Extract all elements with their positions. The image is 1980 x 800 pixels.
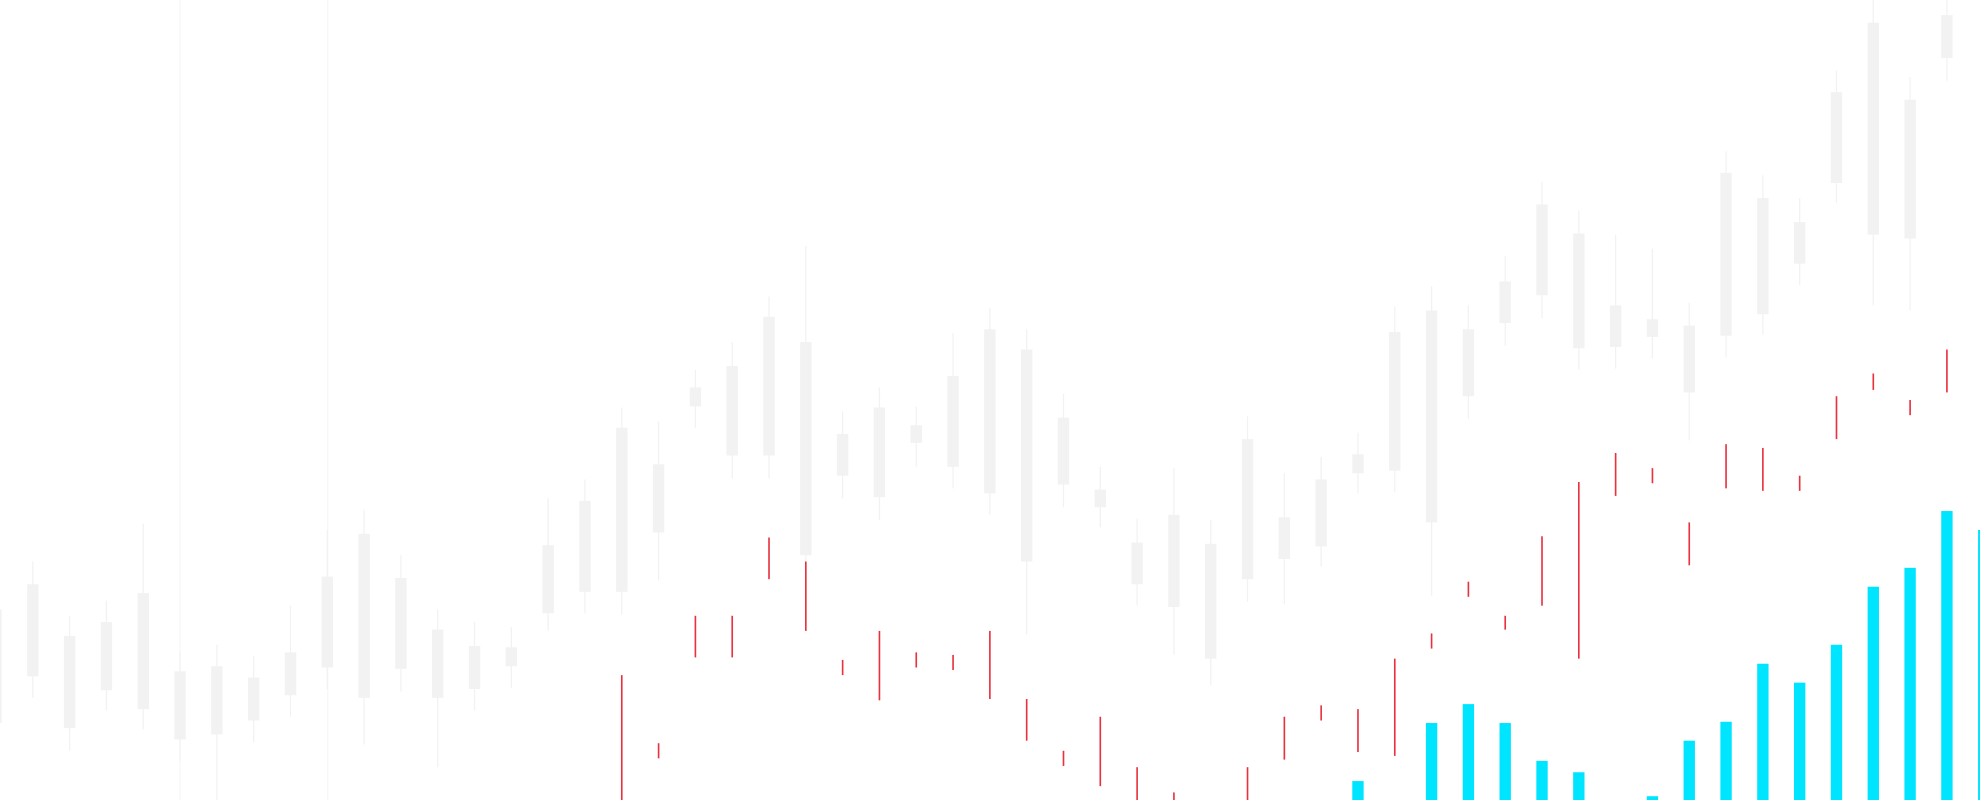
candle-body [468, 646, 481, 689]
candle-body [248, 677, 260, 721]
candle-body [652, 464, 665, 533]
candle-body [1315, 479, 1327, 547]
candle-body [100, 622, 113, 691]
candle-body [1131, 542, 1143, 585]
candle-body [616, 427, 628, 592]
candle-body [1021, 349, 1033, 562]
candle-body [395, 577, 407, 669]
candle-body [1757, 198, 1769, 315]
candle-body [763, 316, 775, 456]
candle-body [1683, 325, 1695, 393]
bar [1499, 723, 1511, 800]
candle-body [1389, 331, 1401, 471]
candle-body [542, 545, 554, 614]
candle-body [1499, 281, 1511, 324]
candle-body [1830, 92, 1843, 183]
candle-body [1573, 233, 1585, 349]
candle-body [1057, 417, 1070, 485]
candle-body [910, 425, 922, 443]
candle-body [1941, 15, 1953, 59]
candle-body [137, 593, 149, 710]
candle-body [1278, 517, 1291, 559]
candle-body [432, 629, 444, 698]
candle-body [1425, 310, 1438, 523]
candle-body [358, 533, 370, 698]
candle-body [1094, 489, 1106, 508]
candle-body [726, 365, 738, 456]
bar [1757, 663, 1769, 800]
bar [1941, 511, 1953, 800]
candle-body [1904, 99, 1916, 239]
candle-body [689, 387, 702, 407]
candle-body [1609, 305, 1622, 348]
candle-body [505, 647, 518, 667]
candle-body [27, 584, 39, 677]
bar [1536, 760, 1548, 800]
bar [1904, 567, 1916, 800]
bar [1867, 586, 1879, 800]
candle-body [579, 500, 591, 592]
bar [1352, 781, 1364, 800]
candle-body [63, 635, 76, 729]
bar [1793, 682, 1806, 800]
candle-body [984, 329, 996, 494]
candle-body [800, 341, 812, 556]
bar [1830, 644, 1843, 800]
candle-body [1462, 329, 1475, 397]
bar [1978, 529, 1980, 800]
candle-body [873, 407, 886, 498]
candle-body [1793, 222, 1806, 264]
candle-body [836, 434, 849, 476]
bar [1683, 740, 1695, 800]
bar [1646, 796, 1659, 800]
candle-body [1646, 319, 1659, 337]
candle-body [174, 671, 186, 740]
candle-body [1352, 454, 1364, 474]
candle-body [321, 576, 333, 668]
candle-body [1205, 543, 1217, 659]
candle-body [1867, 22, 1879, 235]
bar [1573, 772, 1585, 800]
candle-body [1168, 514, 1180, 607]
candle-body [1241, 439, 1254, 580]
candle-body [1720, 172, 1732, 336]
candle-body [1536, 204, 1548, 296]
candle-body [0, 609, 2, 724]
candle-body [284, 652, 297, 696]
bar [1425, 723, 1438, 800]
bar [1462, 704, 1475, 800]
candle-body [947, 376, 959, 467]
bar [1720, 721, 1732, 800]
candle-body [211, 666, 223, 735]
